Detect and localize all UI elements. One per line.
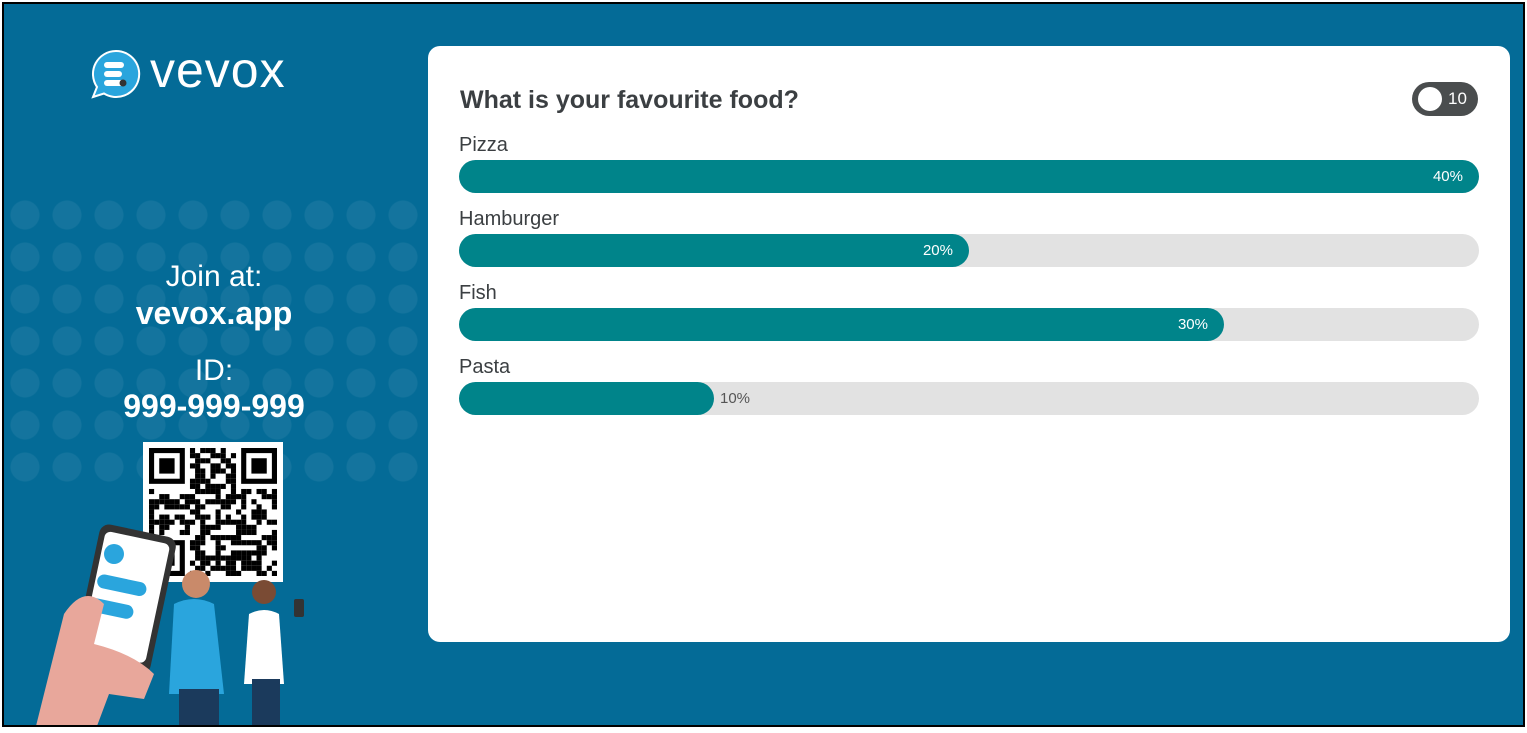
bar-track: 10% (459, 382, 1479, 415)
participant-count-badge: 10 (1412, 82, 1478, 116)
option-pasta: Pasta 10% (459, 356, 1479, 415)
people-icon (1418, 87, 1442, 111)
bar-percent-label: 40% (1432, 168, 1463, 185)
option-hamburger: Hamburger 20% (459, 208, 1479, 267)
id-label: ID: (194, 354, 234, 387)
join-label: Join at: (165, 260, 263, 293)
vevox-logo-icon (91, 49, 141, 99)
option-pizza: Pizza 40% (459, 134, 1479, 193)
option-fish: Fish 30% (459, 282, 1479, 341)
option-label: Fish (459, 282, 497, 304)
vevox-logo: vevox (90, 42, 286, 100)
bar-fill (459, 382, 714, 415)
bar-fill (459, 234, 969, 267)
bar-fill (459, 160, 1479, 193)
session-id: 999-999-999 (123, 388, 305, 424)
participant-count: 10 (1448, 89, 1467, 108)
bar-percent-label: 10% (720, 390, 751, 407)
question-title: What is your favourite food? (460, 86, 799, 114)
option-label: Pasta (459, 356, 511, 378)
people-illustration (36, 524, 304, 725)
bar-track: 30% (459, 308, 1479, 341)
option-label: Pizza (459, 134, 508, 156)
option-label: Hamburger (459, 208, 560, 230)
bar-track: 20% (459, 234, 1479, 267)
bar-track: 40% (459, 160, 1479, 193)
join-url[interactable]: vevox.app (135, 295, 293, 331)
bar-fill (459, 308, 1224, 341)
vevox-logo-text: vevox (150, 42, 286, 98)
bar-percent-label: 30% (1177, 316, 1208, 333)
results-card: What is your favourite food? 10 Pizza 40… (428, 46, 1510, 642)
bar-percent-label: 20% (922, 242, 953, 259)
